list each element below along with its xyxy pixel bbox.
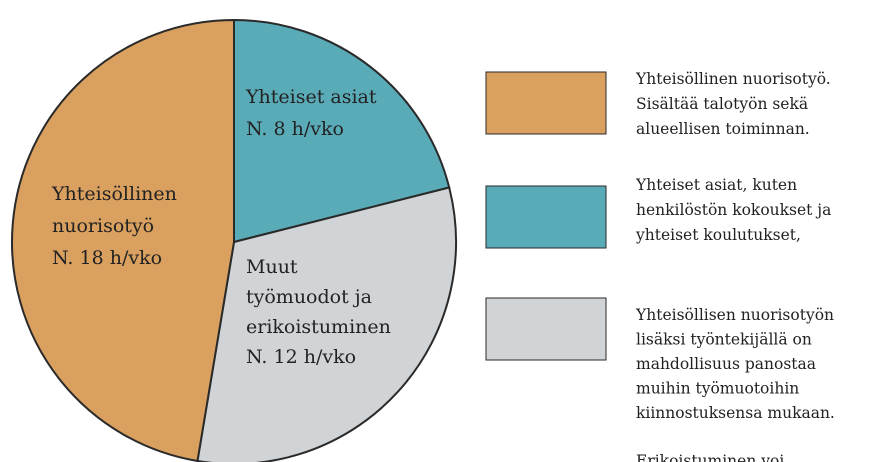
legend-swatch <box>485 185 607 249</box>
slice-label: työmuodot ja <box>246 286 372 308</box>
legend-text: alueellisen toiminnan. <box>636 120 810 138</box>
pie-slice <box>11 18 235 462</box>
legend-text: Sisältää talotyön sekä <box>636 95 808 113</box>
slice-label: Muut <box>246 256 298 278</box>
slice-value-label: N. 18 h/vko <box>52 247 162 269</box>
slice-label: Yhteisöllinen <box>51 183 177 205</box>
legend-text: henkilöstön kokoukset ja <box>636 201 831 219</box>
legend-text: kiinnostuksensa mukaan. <box>636 404 835 422</box>
legend-swatch <box>485 297 607 361</box>
legend-swatch <box>485 71 607 135</box>
legend-text: Yhteisöllinen nuorisotyö. <box>635 70 831 88</box>
legend-text: mahdollisuus panostaa <box>636 355 816 373</box>
legend-text: yhteiset koulutukset, <box>635 226 801 244</box>
slice-value-label: N. 8 h/vko <box>246 118 344 140</box>
pie-slice <box>196 186 457 462</box>
slice-label: erikoistuminen <box>246 316 391 338</box>
legend-text: Yhteiset asiat, kuten <box>635 176 797 194</box>
legend-text: lisäksi työntekijällä on <box>636 331 812 349</box>
legend-text: Erikoistuminen voi <box>636 452 784 462</box>
slice-value-label: N. 12 h/vko <box>246 346 356 368</box>
slice-label: nuorisotyö <box>52 215 154 237</box>
slice-label: Yhteiset asiat <box>245 86 377 108</box>
pie-slice <box>233 18 451 244</box>
legend-text: muihin työmuotoihin <box>636 380 799 398</box>
legend-text: Yhteisöllisen nuorisotyön <box>635 306 834 324</box>
